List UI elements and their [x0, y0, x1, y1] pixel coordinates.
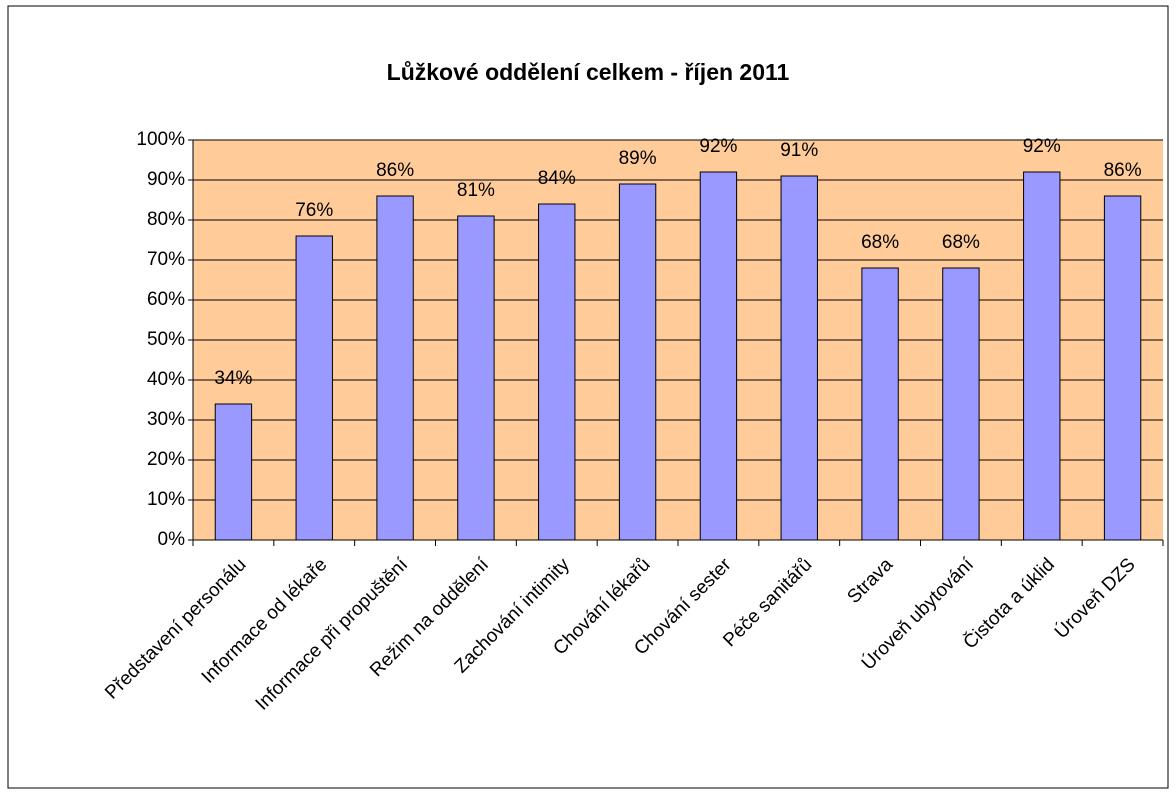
data-label: 84% — [538, 168, 576, 189]
data-label: 86% — [376, 160, 414, 181]
bar — [1023, 171, 1061, 541]
y-tick-label: 90% — [147, 169, 185, 190]
data-label: 34% — [214, 368, 252, 389]
y-tick-label: 10% — [147, 489, 185, 510]
y-tick-label: 80% — [147, 209, 185, 230]
bar — [376, 195, 414, 541]
data-label: 86% — [1104, 160, 1142, 181]
y-tick-label: 100% — [136, 129, 185, 150]
data-label: 81% — [457, 180, 495, 201]
y-tick-label: 70% — [147, 249, 185, 270]
data-label: 92% — [699, 136, 737, 157]
data-label: 68% — [861, 232, 899, 253]
y-tick-label: 60% — [147, 289, 185, 310]
data-label: 89% — [619, 148, 657, 169]
bar — [942, 267, 980, 541]
bar — [618, 183, 657, 541]
chart-title: Lůžkové oddělení celkem - říjen 2011 — [387, 59, 790, 85]
data-label: 68% — [942, 232, 980, 253]
data-label: 91% — [780, 140, 818, 161]
data-label: 92% — [1023, 136, 1061, 157]
y-tick-label: 0% — [158, 529, 186, 550]
y-tick-label: 50% — [147, 329, 185, 350]
y-tick-label: 20% — [147, 449, 185, 470]
y-tick-label: 40% — [147, 369, 185, 390]
y-tick-label: 30% — [147, 409, 185, 430]
bar — [861, 267, 899, 541]
data-label: 76% — [295, 200, 333, 221]
bar — [214, 403, 253, 541]
bar — [295, 235, 333, 541]
bar — [538, 203, 576, 541]
bar — [699, 171, 738, 541]
bar — [780, 175, 818, 541]
bar — [457, 215, 495, 541]
bar — [1103, 195, 1142, 541]
